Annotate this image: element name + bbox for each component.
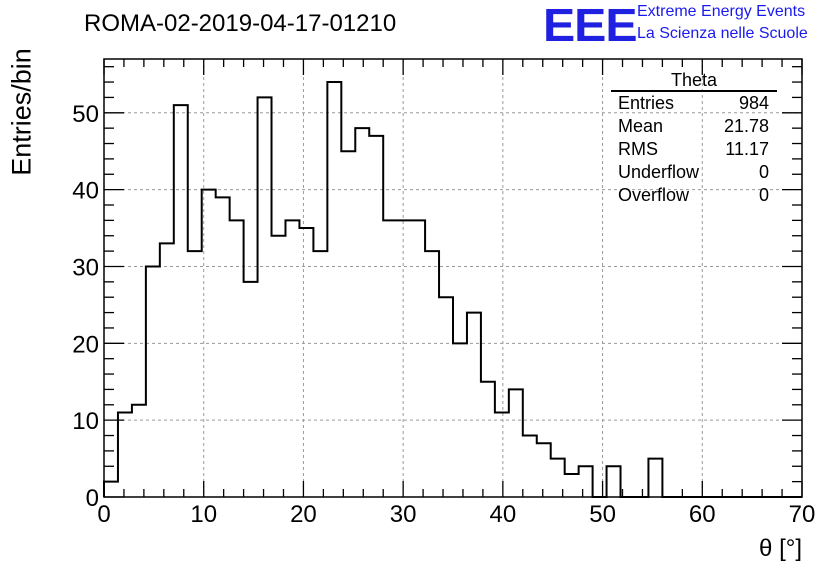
stats-row-mean: Mean 21.78: [611, 115, 777, 138]
x-tick-label: 20: [290, 501, 317, 528]
stats-label: RMS: [618, 139, 658, 159]
stats-value: 21.78: [723, 116, 769, 136]
stats-label: Mean: [618, 116, 664, 136]
x-tick-label: 30: [390, 501, 417, 528]
stats-value: 0: [758, 185, 769, 205]
y-tick-label: 40: [72, 178, 99, 205]
x-axis-label: θ [°]: [759, 535, 802, 562]
stats-row-entries: Entries 984: [611, 92, 777, 115]
stats-box: Theta Entries 984 Mean 21.78 RMS 11.17 U…: [611, 70, 777, 207]
eee-logo: EEE: [543, 0, 638, 51]
stats-label: Entries: [618, 93, 675, 113]
y-tick-label: 0: [86, 485, 99, 512]
stats-value: 0: [758, 162, 769, 182]
run-title: ROMA-02-2019-04-17-01210: [84, 10, 397, 37]
x-tick-label: 0: [97, 501, 110, 528]
y-tick-label: 10: [72, 408, 99, 435]
x-tick-label: 70: [789, 501, 816, 528]
y-tick-label: 50: [72, 101, 99, 128]
y-axis-label: Entries/bin: [6, 48, 37, 176]
y-tick-label: 20: [72, 331, 99, 358]
plot-frame: [103, 58, 803, 498]
stats-row-rms: RMS 11.17: [611, 138, 777, 161]
logo-tagline-line2: La Scienza nelle Scuole: [637, 25, 808, 42]
axis-tick-labels: 0 10 20 30 40 50 60 70 0 10 20 30 40 50: [72, 101, 815, 528]
stats-row-overflow: Overflow 0: [611, 184, 777, 207]
stats-row-underflow: Underflow 0: [611, 161, 777, 184]
x-tick-label: 40: [490, 501, 517, 528]
x-tick-label: 60: [689, 501, 716, 528]
stats-title: Theta: [611, 70, 777, 92]
stats-label: Underflow: [618, 162, 700, 182]
axis-ticks: [103, 59, 803, 498]
logo-tagline-line1: Extreme Energy Events: [637, 3, 806, 20]
x-tick-label: 10: [190, 501, 217, 528]
stats-value: 984: [738, 93, 769, 113]
stats-value: 11.17: [725, 139, 769, 159]
y-tick-label: 30: [72, 254, 99, 281]
x-tick-label: 50: [589, 501, 616, 528]
stats-label: Overflow: [618, 185, 690, 205]
